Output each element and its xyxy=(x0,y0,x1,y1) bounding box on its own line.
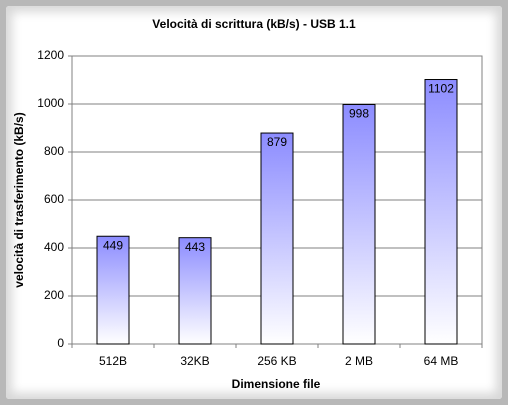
y-tick-label: 200 xyxy=(44,288,64,302)
data-label: 998 xyxy=(349,107,369,121)
data-label: 443 xyxy=(185,240,205,254)
data-label: 1102 xyxy=(428,82,454,96)
y-tick-label: 600 xyxy=(44,192,64,206)
bar xyxy=(96,235,130,345)
x-tick-label: 32KB xyxy=(180,354,209,368)
x-tick-label: 64 MB xyxy=(424,354,459,368)
bar xyxy=(424,79,458,345)
x-axis-title: Dimensione file xyxy=(232,377,321,391)
chart-title: Velocità di scrittura (kB/s) - USB 1.1 xyxy=(152,17,356,31)
y-tick-label: 0 xyxy=(57,336,64,350)
data-label: 449 xyxy=(103,238,123,252)
y-tick-label: 400 xyxy=(44,240,64,254)
x-tick-label: 512B xyxy=(99,354,127,368)
y-tick-label: 800 xyxy=(44,144,64,158)
x-tick-label: 256 KB xyxy=(257,354,296,368)
x-tick-label: 2 MB xyxy=(345,354,373,368)
bar xyxy=(260,132,294,345)
data-label: 879 xyxy=(267,135,287,149)
y-tick-label: 1000 xyxy=(37,96,64,110)
y-axis-title: velocità di trasferimento (kB/s) xyxy=(12,112,26,287)
y-tick-label: 1200 xyxy=(37,48,64,62)
bar xyxy=(342,103,376,345)
bar xyxy=(178,237,212,345)
